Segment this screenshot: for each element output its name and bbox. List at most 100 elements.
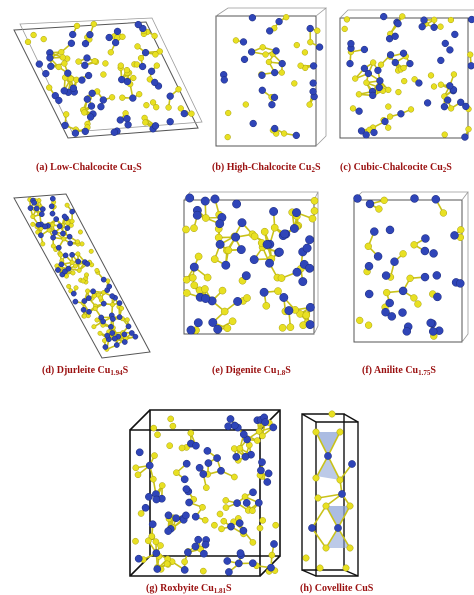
copper-atom xyxy=(192,210,202,220)
sulfur-atom xyxy=(177,105,184,112)
sulfur-atom xyxy=(383,288,391,297)
copper-atom xyxy=(247,48,256,56)
sulfur-atom xyxy=(119,33,126,40)
copper-atom xyxy=(433,292,442,302)
copper-atom xyxy=(66,233,73,240)
sulfur-atom xyxy=(148,532,156,540)
copper-atom xyxy=(166,92,174,100)
copper-atom xyxy=(309,87,317,96)
copper-atom xyxy=(113,27,122,36)
copper-atom xyxy=(185,193,195,203)
sulfur-atom xyxy=(69,260,75,265)
copper-atom xyxy=(421,234,430,243)
sulfur-atom xyxy=(310,196,319,205)
copper-atom xyxy=(55,267,61,273)
sulfur-atom xyxy=(316,564,324,572)
crystal-structure-anilite xyxy=(353,191,469,343)
copper-atom xyxy=(116,116,124,124)
copper-atom xyxy=(201,540,210,549)
copper-atom xyxy=(47,62,55,70)
copper-atom xyxy=(432,271,442,280)
copper-atom xyxy=(111,335,118,342)
sulfur-atom xyxy=(342,564,350,572)
copper-atom xyxy=(138,62,147,71)
sulfur-atom xyxy=(59,54,66,61)
panel-high-chalcocite xyxy=(208,6,328,156)
sulfur-atom xyxy=(268,551,276,559)
sulfur-atom xyxy=(236,444,244,452)
copper-atom xyxy=(292,208,301,218)
copper-atom xyxy=(373,252,383,261)
sulfur-atom xyxy=(94,267,100,273)
sulfur-atom xyxy=(465,126,472,133)
copper-atom xyxy=(83,95,91,103)
sulfur-atom xyxy=(427,72,435,79)
copper-atom xyxy=(38,232,44,239)
sulfur-atom xyxy=(150,424,158,432)
bond xyxy=(325,505,339,529)
copper-atom xyxy=(457,98,465,106)
caption-a: (a) Low-Chalcocite Cu2S xyxy=(36,162,142,174)
copper-atom xyxy=(84,71,93,80)
sulfur-atom xyxy=(157,542,164,549)
copper-atom xyxy=(362,131,370,139)
copper-atom xyxy=(232,199,242,209)
sulfur-atom xyxy=(307,39,314,46)
sulfur-atom xyxy=(385,103,392,110)
copper-atom xyxy=(269,207,279,216)
sulfur-atom xyxy=(259,517,267,524)
copper-atom xyxy=(249,488,257,497)
sulfur-atom xyxy=(260,227,269,236)
sulfur-atom xyxy=(167,415,175,423)
copper-atom xyxy=(223,557,232,565)
copper-atom xyxy=(60,230,66,237)
copper-atom xyxy=(90,288,96,295)
sulfur-atom xyxy=(143,102,150,109)
sulfur-atom xyxy=(181,558,188,566)
sulfur-atom xyxy=(88,248,94,254)
sulfur-atom xyxy=(110,302,115,308)
sulfur-atom xyxy=(123,66,131,74)
sulfur-atom xyxy=(188,110,195,117)
copper-atom xyxy=(375,83,383,92)
copper-atom xyxy=(192,441,200,450)
sulfur-atom xyxy=(222,504,230,511)
copper-atom xyxy=(248,14,257,22)
copper-atom xyxy=(191,542,200,551)
copper-atom xyxy=(467,62,474,70)
sulfur-atom xyxy=(224,133,231,141)
sulfur-atom xyxy=(259,432,266,440)
copper-atom xyxy=(204,459,213,467)
sulfur-atom xyxy=(277,274,286,282)
copper-atom xyxy=(249,119,257,128)
sulfur-atom xyxy=(107,49,114,56)
sulfur-atom xyxy=(102,60,109,67)
sulfur-atom xyxy=(232,37,240,44)
sulfur-atom xyxy=(216,510,224,518)
crystal-structure-djurleite xyxy=(13,193,151,359)
copper-atom xyxy=(85,295,92,301)
copper-atom xyxy=(370,128,378,137)
copper-atom xyxy=(220,76,228,84)
sulfur-atom xyxy=(341,25,348,33)
copper-atom xyxy=(39,206,46,212)
copper-atom xyxy=(418,23,426,31)
sulfur-atom xyxy=(270,223,279,232)
bond xyxy=(327,431,341,457)
sulfur-atom xyxy=(385,124,392,131)
sulfur-atom xyxy=(386,113,394,120)
copper-atom xyxy=(55,96,63,105)
copper-atom xyxy=(145,492,153,501)
panel-covellite xyxy=(296,408,366,578)
copper-atom xyxy=(213,454,221,462)
copper-atom xyxy=(376,77,384,85)
sulfur-atom xyxy=(322,502,330,510)
sulfur-atom xyxy=(151,452,158,459)
copper-atom xyxy=(58,261,65,268)
copper-atom xyxy=(272,47,280,55)
sulfur-atom xyxy=(467,51,474,58)
bond xyxy=(325,527,339,549)
sulfur-atom xyxy=(58,48,65,56)
copper-atom xyxy=(48,203,55,210)
sulfur-atom xyxy=(322,544,330,552)
